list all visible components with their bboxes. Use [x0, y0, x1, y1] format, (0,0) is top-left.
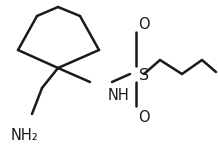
- Text: NH: NH: [108, 88, 130, 103]
- Text: NH₂: NH₂: [10, 128, 38, 143]
- Text: O: O: [138, 17, 150, 32]
- Text: O: O: [138, 110, 150, 125]
- Text: S: S: [139, 69, 149, 83]
